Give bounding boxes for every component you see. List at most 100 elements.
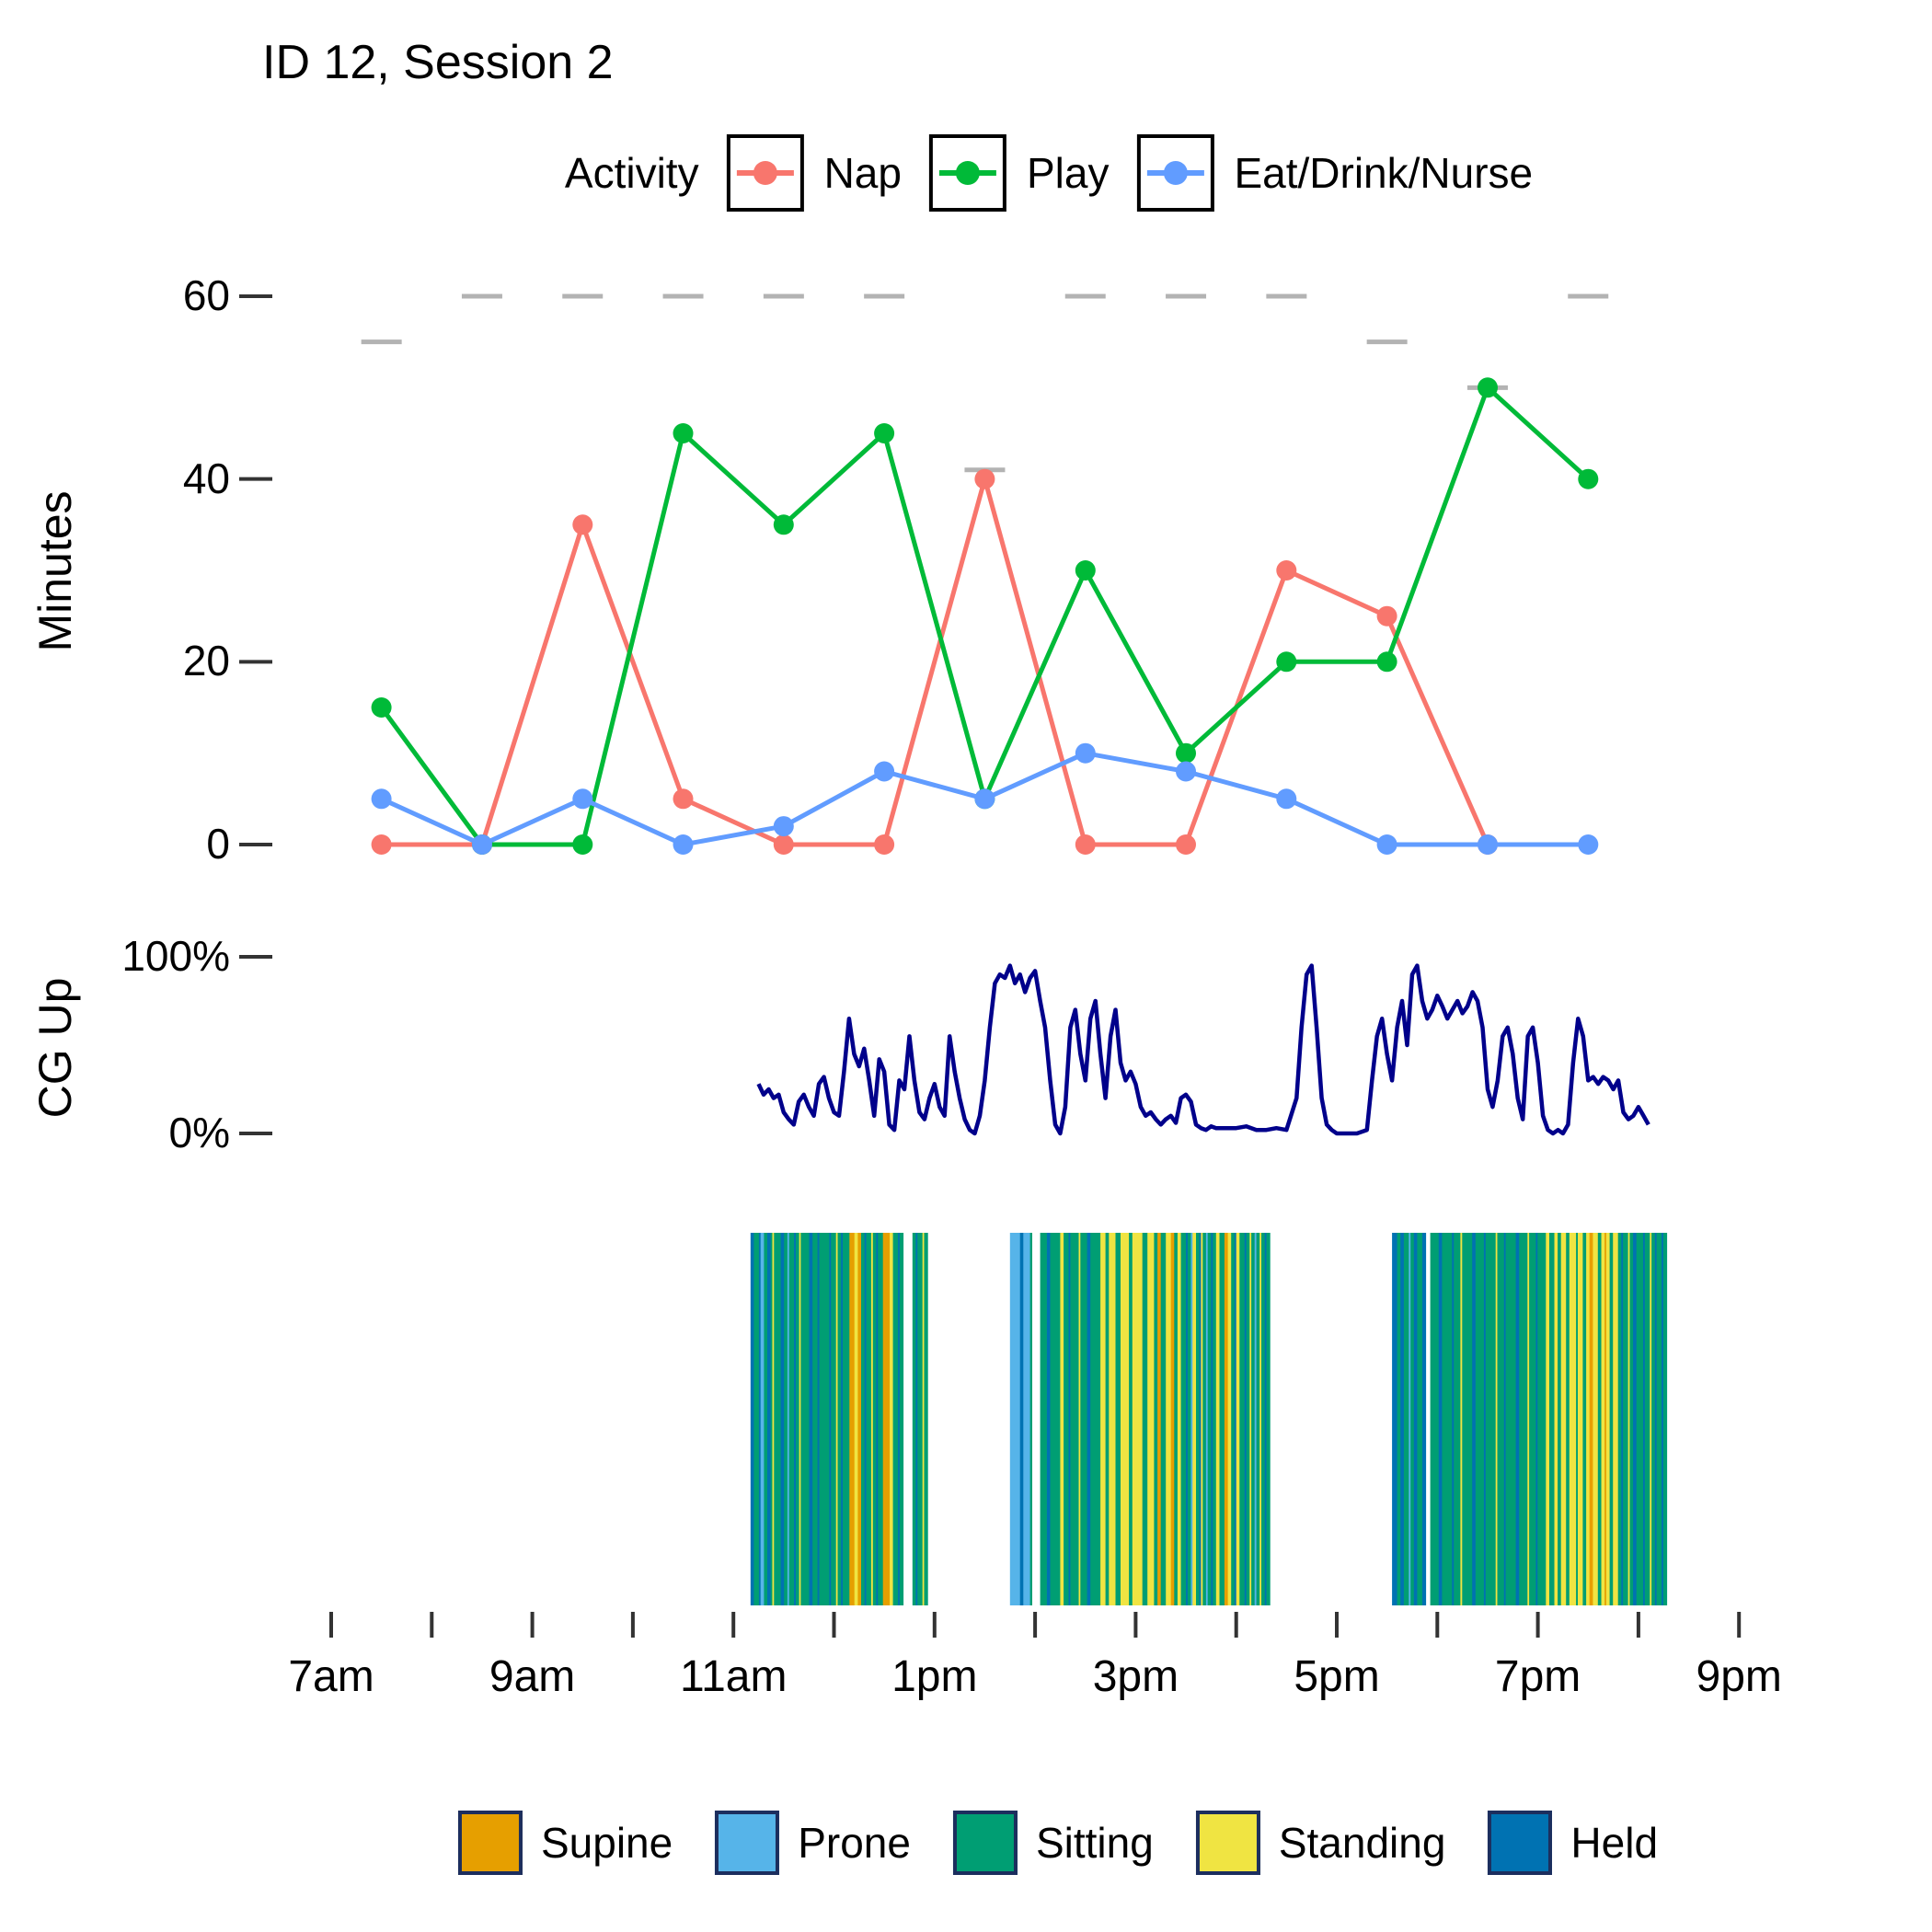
posture-segment-prone xyxy=(1023,1233,1031,1605)
posture-segment-standing xyxy=(1495,1233,1499,1605)
posture-segment-sitting xyxy=(1430,1233,1440,1605)
posture-segment-sitting xyxy=(924,1233,928,1605)
activity-point-eat/drink/nurse xyxy=(1176,761,1196,782)
posture-segment-sitting xyxy=(1651,1233,1656,1605)
posture-segment-prone xyxy=(1190,1233,1193,1605)
posture-segment-sitting xyxy=(878,1233,884,1605)
posture-segment-sitting xyxy=(899,1233,904,1605)
posture-segment-sitting xyxy=(1029,1233,1032,1605)
activity-point-eat/drink/nurse xyxy=(572,788,593,810)
posture-segment-sitting xyxy=(1196,1233,1201,1605)
posture-segment-held xyxy=(876,1233,879,1605)
x-tick-label: 3pm xyxy=(1093,1652,1179,1701)
posture-segment-held xyxy=(1503,1233,1507,1605)
activity-point-nap xyxy=(1075,834,1096,855)
posture-segment-prone xyxy=(787,1233,790,1605)
posture-segment-sitting xyxy=(1636,1233,1644,1605)
posture-segment-held xyxy=(1621,1233,1624,1605)
activity-line-nap xyxy=(379,477,1490,847)
posture-segment-held xyxy=(1264,1233,1268,1605)
posture-segment-standing xyxy=(1147,1233,1156,1605)
activity-point-eat/drink/nurse xyxy=(1478,834,1498,855)
posture-segment-sitting xyxy=(1261,1233,1266,1605)
activity-point-nap xyxy=(1276,560,1297,581)
posture-segment-standing xyxy=(1259,1233,1262,1605)
posture-segment-sitting xyxy=(800,1233,811,1605)
posture-segment-standing xyxy=(1586,1233,1591,1605)
posture-segment-sitting xyxy=(1064,1233,1070,1605)
posture-segment-sitting xyxy=(1566,1233,1570,1605)
posture-segment-sitting xyxy=(861,1233,866,1605)
posture-segment-sitting xyxy=(1549,1233,1556,1605)
posture-segment-standing xyxy=(799,1233,801,1605)
posture-segment-sitting xyxy=(774,1233,782,1605)
activity-point-eat/drink/nurse xyxy=(1376,834,1397,855)
posture-segment-sitting xyxy=(753,1233,760,1605)
posture-segment-sitting xyxy=(1142,1233,1148,1605)
x-tick-label: 11am xyxy=(680,1652,788,1701)
posture-segment-held xyxy=(1535,1233,1538,1605)
posture-segment-held xyxy=(767,1233,772,1605)
posture-segment-sitting xyxy=(1213,1233,1217,1605)
posture-segment-sitting xyxy=(917,1233,924,1605)
activity-point-play xyxy=(1478,377,1498,398)
posture-segment-sitting xyxy=(1410,1233,1415,1605)
posture-segment-sitting xyxy=(837,1233,842,1605)
posture-segment-standing xyxy=(1527,1233,1530,1605)
posture-segment-held xyxy=(1400,1233,1405,1605)
posture-segment-sitting xyxy=(843,1233,850,1605)
legend-label-standing: Standing xyxy=(1278,1819,1446,1867)
activity-point-eat/drink/nurse xyxy=(974,788,995,810)
legend-label-supine: Supine xyxy=(540,1819,673,1867)
posture-segment-held xyxy=(780,1233,785,1605)
legend-label-prone: Prone xyxy=(798,1819,911,1867)
posture-segment-sitting xyxy=(788,1233,795,1605)
posture-segment-sitting xyxy=(1246,1233,1250,1605)
posture-segment-held xyxy=(864,1233,868,1605)
posture-legend: Supine Prone Sitting Standing Held xyxy=(457,1811,1658,1875)
posture-segment-held xyxy=(1643,1233,1646,1605)
posture-segment-standing xyxy=(1121,1233,1130,1605)
posture-segment-sitting xyxy=(1090,1233,1101,1605)
posture-segment-sitting xyxy=(1629,1233,1634,1605)
posture-segment-held xyxy=(1068,1233,1071,1605)
activity-point-nap xyxy=(974,468,995,489)
posture-segment-standing xyxy=(1236,1233,1240,1605)
activity-point-nap xyxy=(1376,605,1397,627)
posture-segment-sitting xyxy=(1656,1233,1662,1605)
supine-swatch-icon xyxy=(457,1811,523,1875)
activity-legend: Activity Nap Play Eat/Drink/Nurse xyxy=(565,134,1533,212)
activity-point-play xyxy=(874,423,895,443)
posture-segment-sitting xyxy=(1070,1233,1080,1605)
y-tick-label-60: 60 xyxy=(182,271,230,319)
posture-segment-held xyxy=(758,1233,762,1605)
posture-segment-standing xyxy=(1569,1233,1577,1605)
activity-point-play xyxy=(1075,560,1096,581)
posture-segment-held xyxy=(1452,1233,1455,1605)
posture-segment-sitting xyxy=(1160,1233,1167,1605)
activity-point-play xyxy=(371,697,392,718)
posture-segment-sitting xyxy=(796,1233,800,1605)
posture-segment-standing xyxy=(870,1233,874,1605)
play-key-icon xyxy=(928,134,1006,212)
eat-key-icon xyxy=(1136,134,1214,212)
legend-item-standing: Standing xyxy=(1195,1811,1446,1875)
posture-segment-held xyxy=(809,1233,813,1605)
posture-segment-standing xyxy=(1546,1233,1550,1605)
posture-segment-held xyxy=(1472,1233,1477,1605)
legend-item-supine: Supine xyxy=(457,1811,673,1875)
cg-tick-label-100: 100% xyxy=(121,932,230,980)
activity-point-play xyxy=(773,514,794,535)
posture-segment-standing xyxy=(1613,1233,1619,1605)
posture-segment-standing xyxy=(1460,1233,1463,1605)
posture-segment-sitting xyxy=(1187,1233,1192,1605)
posture-segment-standing xyxy=(1605,1233,1611,1605)
posture-segment-sitting xyxy=(784,1233,788,1605)
posture-segment-sitting xyxy=(1519,1233,1528,1605)
y-axis-title-cg: CG Up xyxy=(29,977,81,1119)
standing-swatch-icon xyxy=(1195,1811,1260,1875)
posture-segment-held xyxy=(750,1233,754,1605)
posture-segment-supine xyxy=(882,1233,891,1605)
figure-title: ID 12, Session 2 xyxy=(262,36,614,89)
